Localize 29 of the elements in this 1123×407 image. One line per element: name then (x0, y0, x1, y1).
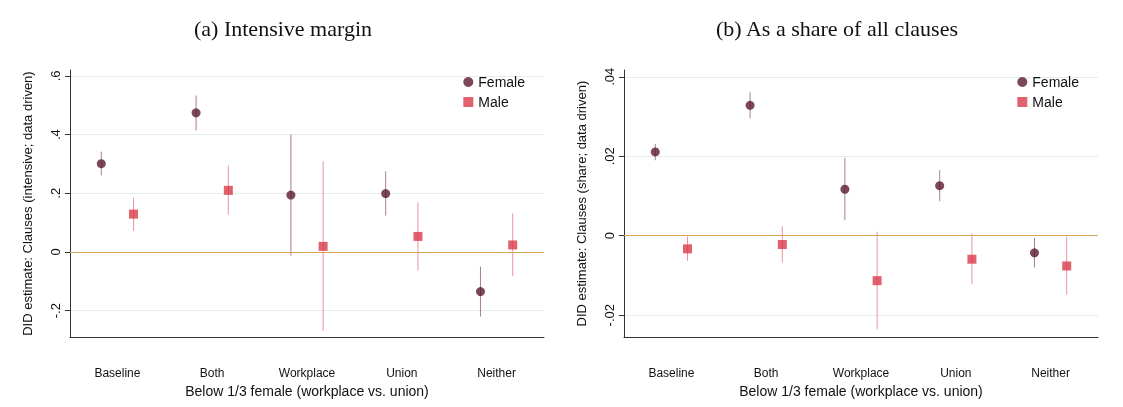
x-axis-title: Below 1/3 female (workplace vs. union) (739, 383, 983, 399)
y-axis-title: DID estimate: Clauses (intensive; data driven) (20, 71, 35, 336)
legend-label: Female (1032, 74, 1080, 90)
y-tick-label: -.02 (602, 304, 617, 327)
x-tick-label: Union (386, 366, 418, 381)
y-tick-label: 0 (48, 248, 63, 256)
x-tick-label: Baseline (648, 366, 695, 381)
x-tick-label: Neither (1031, 366, 1070, 381)
legend-label: Male (478, 94, 509, 110)
x-tick-label: Workplace (278, 366, 336, 381)
y-tick-label: .2 (48, 187, 63, 199)
chart-title: (a) Intensive margin (194, 15, 372, 41)
chart-title: (b) As a share of all clauses (716, 15, 958, 41)
y-tick-label: .02 (602, 147, 617, 166)
y-tick-label: .4 (48, 129, 63, 140)
x-tick-label: Baseline (94, 366, 141, 381)
y-tick-label: .04 (602, 67, 617, 86)
x-tick-label: Both (753, 366, 779, 381)
legend-label: Female (478, 74, 526, 90)
x-axis-title: Below 1/3 female (workplace vs. union) (185, 383, 429, 399)
y-tick-label: -.2 (48, 303, 63, 319)
x-tick-label: Both (199, 366, 225, 381)
y-tick-label: 0 (602, 232, 617, 240)
x-tick-label: Union (940, 366, 972, 381)
x-tick-label: Workplace (832, 366, 890, 381)
y-axis-title: DID estimate: Clauses (share; data driven) (574, 80, 589, 327)
legend-label: Male (1032, 94, 1063, 110)
x-tick-label: Neither (477, 366, 516, 381)
y-tick-label: .6 (48, 70, 63, 82)
